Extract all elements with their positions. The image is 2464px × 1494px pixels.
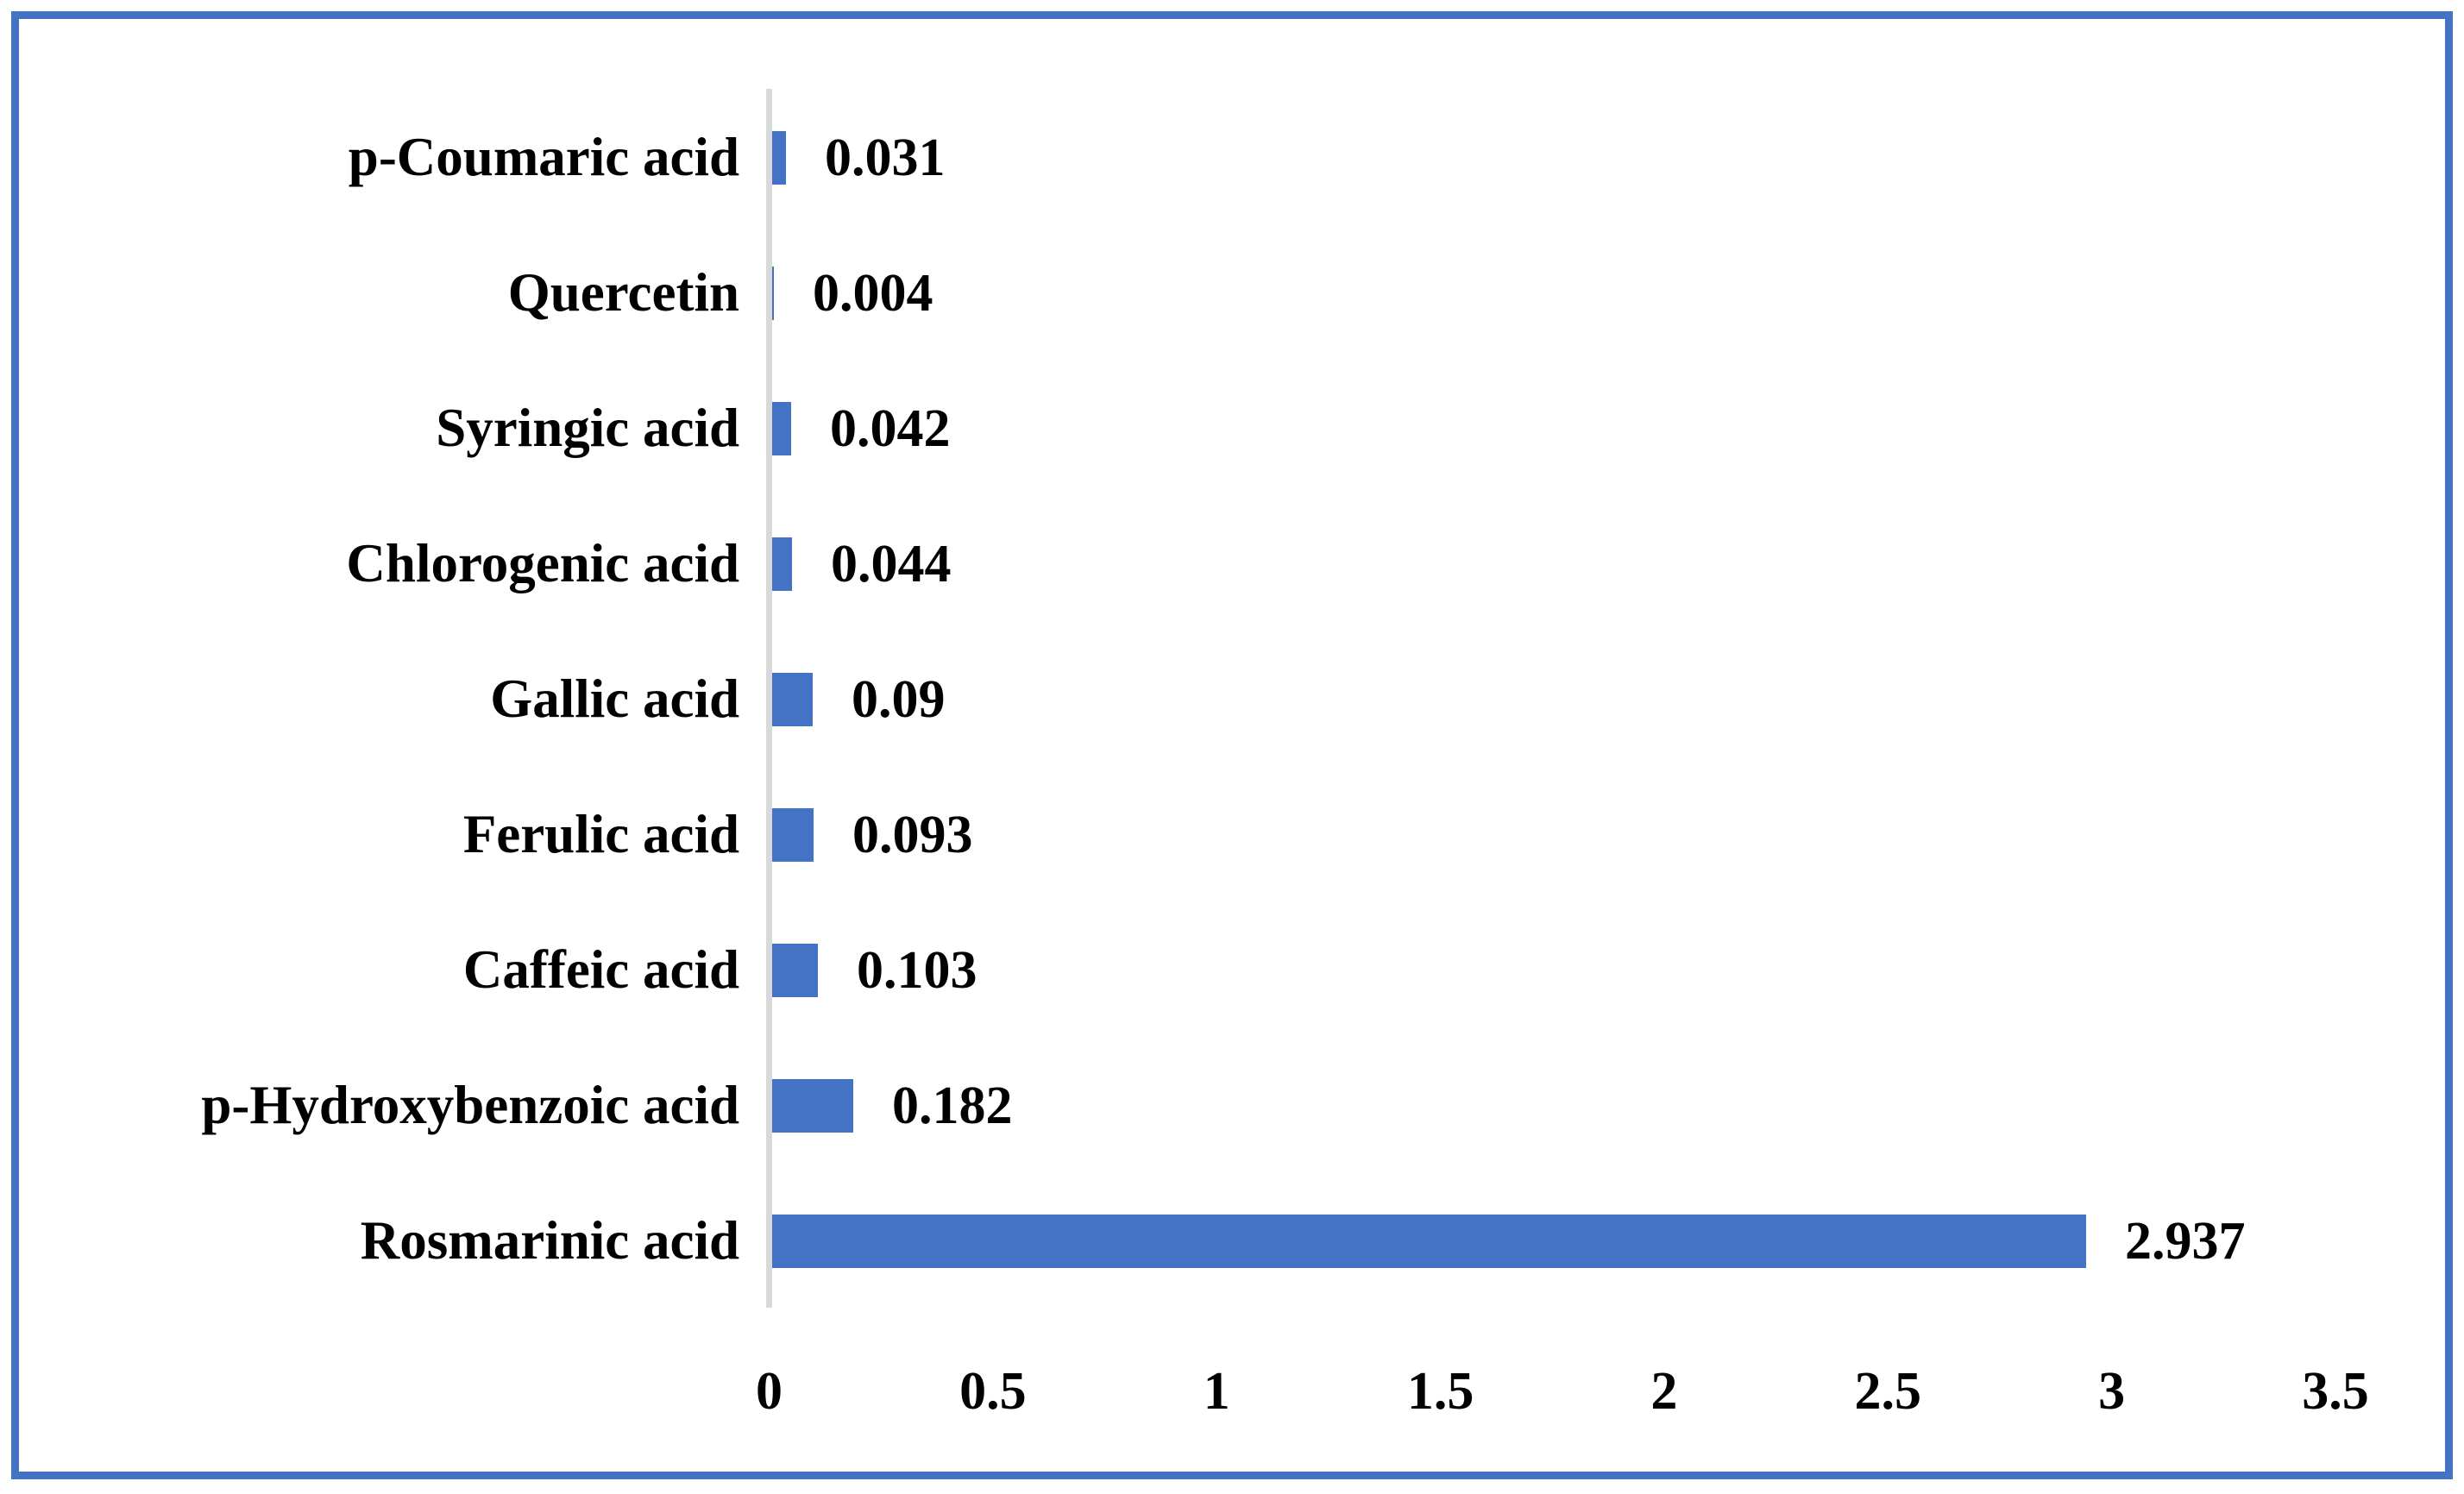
x-axis-tick-label: 1: [1203, 1362, 1230, 1421]
bar: [772, 537, 792, 591]
bar: [772, 1214, 2086, 1268]
data-label: 0.093: [852, 805, 973, 864]
bar: [772, 943, 818, 997]
bar-row: Chlorogenic acid 0.044: [19, 496, 2445, 631]
bar-track: 0.09: [772, 631, 2445, 767]
category-label: Ferulic acid: [462, 804, 739, 864]
category-label: Quercetin: [507, 262, 739, 323]
x-axis-tick-label: 3.5: [2302, 1362, 2369, 1421]
bar: [772, 1078, 853, 1133]
category-label: p-Hydroxybenzoic acid: [201, 1075, 739, 1135]
data-label: 0.182: [892, 1076, 1013, 1135]
data-label: 0.09: [852, 669, 946, 729]
chart-frame: p-Coumaric acid 0.031 Quercetin 0.004 Syring…: [11, 11, 2453, 1479]
bar: [772, 672, 813, 726]
bar: [772, 266, 774, 320]
bar-row: Caffeic acid 0.103: [19, 902, 2445, 1038]
category-label: Syringic acid: [436, 398, 739, 458]
category-label: Rosmarinic acid: [360, 1210, 739, 1271]
plot-area: p-Coumaric acid 0.031 Quercetin 0.004 Syring…: [19, 19, 2445, 1472]
bar-track: 0.044: [772, 496, 2445, 631]
bar-row: Syringic acid 0.042: [19, 361, 2445, 496]
bar: [772, 401, 791, 455]
x-axis-tick-label: 3: [2098, 1362, 2126, 1421]
x-axis: 0 0.5 1 1.5 2 2.5 3 3.5: [19, 1365, 2445, 1442]
bar-track: 0.182: [772, 1038, 2445, 1173]
x-axis-tick-label: 0: [756, 1362, 783, 1421]
bar-row: p-Hydroxybenzoic acid 0.182: [19, 1038, 2445, 1173]
bar: [772, 130, 786, 185]
category-label: p-Coumaric acid: [348, 127, 739, 187]
category-label: Chlorogenic acid: [346, 533, 739, 593]
data-label: 0.042: [830, 399, 951, 458]
x-axis-tick-label: 2: [1650, 1362, 1678, 1421]
category-label: Gallic acid: [490, 669, 739, 729]
bar-track: 0.093: [772, 767, 2445, 902]
bar-row: Rosmarinic acid 2.937: [19, 1173, 2445, 1309]
bar-track: 0.103: [772, 902, 2445, 1038]
bar-track: 0.042: [772, 361, 2445, 496]
data-label: 0.044: [831, 534, 952, 593]
bar-row: Gallic acid 0.09: [19, 631, 2445, 767]
category-label: Caffeic acid: [462, 939, 739, 1000]
data-label: 2.937: [2125, 1211, 2246, 1271]
x-axis-tick-label: 1.5: [1406, 1362, 1474, 1421]
bar-track: 0.031: [772, 90, 2445, 225]
bar-track: 0.004: [772, 225, 2445, 361]
data-label: 0.004: [813, 263, 933, 323]
x-axis-tick-label: 0.5: [959, 1362, 1027, 1421]
bar-track: 2.937: [772, 1173, 2445, 1309]
bar-row: Ferulic acid 0.093: [19, 767, 2445, 902]
data-label: 0.031: [825, 128, 946, 187]
bar-row: p-Coumaric acid 0.031: [19, 90, 2445, 225]
bar-rows: p-Coumaric acid 0.031 Quercetin 0.004 Syring…: [19, 90, 2445, 1309]
x-axis-tick-label: 2.5: [1854, 1362, 1922, 1421]
category-axis-line: [766, 89, 772, 1308]
bar: [772, 807, 814, 862]
data-label: 0.103: [857, 940, 977, 1000]
bar-row: Quercetin 0.004: [19, 225, 2445, 361]
